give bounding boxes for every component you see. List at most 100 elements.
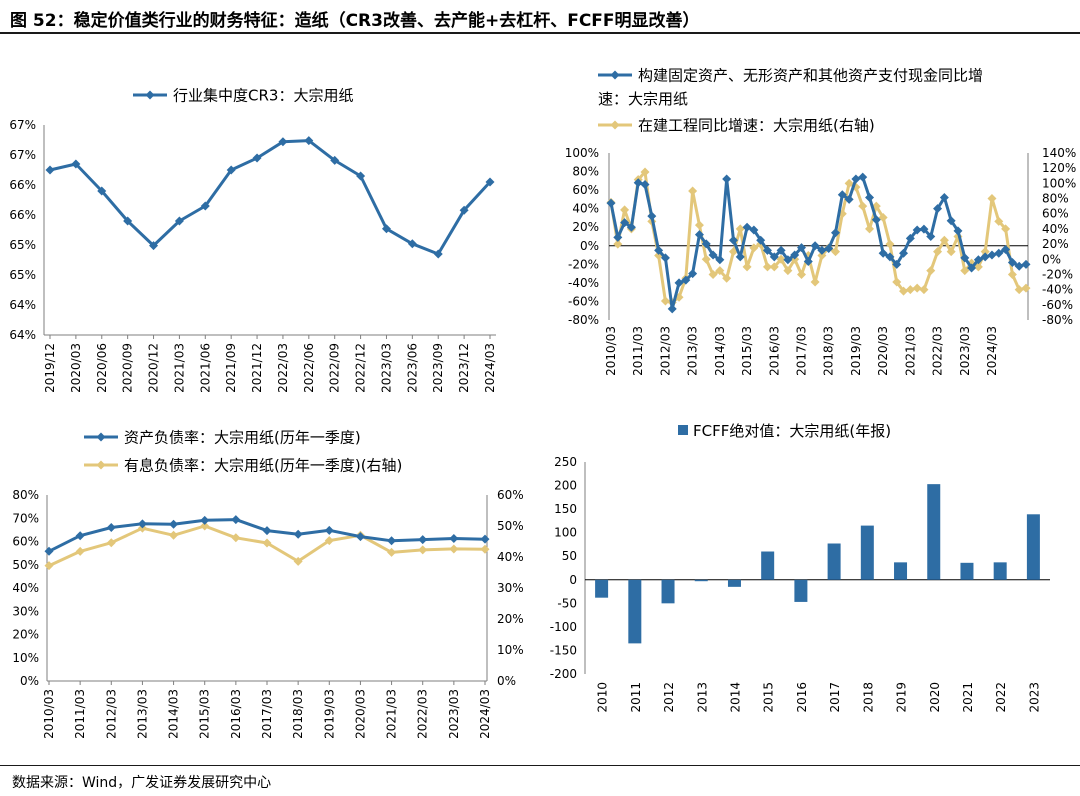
data-point-construction (817, 250, 827, 260)
y-left-tick-label: 80% (572, 165, 599, 179)
x-tick-label: 2019/03 (849, 326, 863, 376)
y-left-tick-label: 20% (572, 220, 599, 234)
data-point-capex (824, 244, 834, 254)
y-tick-label: 67% (9, 118, 36, 132)
y-tick-label: 250 (554, 455, 577, 469)
data-point-capex (865, 193, 875, 203)
x-tick-label: 2023/03 (958, 326, 972, 376)
x-tick-label: 2022/12 (354, 343, 368, 393)
data-point-capex (694, 230, 704, 240)
data-point-capex (960, 253, 970, 263)
bottom-rule (0, 765, 1080, 766)
data-point-interest-debt (44, 561, 54, 571)
legend-interest-debt-marker (96, 460, 106, 470)
x-tick-label: 2015/03 (740, 326, 754, 376)
y-tick-label: -50 (557, 596, 577, 610)
x-tick-label: 2023/12 (457, 343, 471, 393)
x-tick-label: 2023/03 (447, 689, 461, 739)
x-tick-label: 2014/03 (167, 689, 181, 739)
y-left-tick-label: -40% (568, 276, 599, 290)
data-point-capex (606, 198, 616, 208)
data-point-asset-liability (418, 535, 428, 545)
data-point-capex (701, 239, 711, 249)
data-point-capex (681, 275, 691, 285)
data-point-capex (756, 235, 766, 245)
legend-cr3-label: 行业集中度CR3：大宗用纸 (173, 87, 353, 105)
x-tick-label: 2021 (961, 682, 975, 713)
data-point-construction (722, 273, 732, 283)
bar (894, 562, 908, 580)
data-point-capex (899, 248, 909, 258)
data-point-cr3 (304, 136, 314, 146)
data-point-construction (858, 201, 868, 211)
data-point-construction (933, 247, 943, 257)
data-point-interest-debt (231, 533, 241, 543)
bar (927, 484, 941, 580)
data-point-interest-debt (262, 538, 272, 548)
data-point-capex (946, 216, 956, 226)
y-tick-label: 65% (9, 268, 36, 282)
bar (1026, 514, 1040, 580)
data-point-cr3 (356, 171, 366, 181)
data-point-construction (885, 239, 895, 249)
data-point-capex (837, 190, 847, 200)
x-tick-label: 2017 (828, 682, 842, 713)
bar (694, 579, 708, 582)
y-right-tick-label: 40% (497, 550, 524, 564)
data-point-asset-liability (231, 515, 241, 525)
legend-cr3-marker (145, 90, 155, 100)
data-point-asset-liability (137, 519, 147, 529)
x-tick-label: 2011/03 (73, 689, 87, 739)
data-point-capex (919, 224, 929, 234)
y-left-tick-label: -60% (568, 294, 599, 308)
data-point-interest-debt (387, 547, 397, 557)
x-tick-label: 2022/03 (416, 689, 430, 739)
data-point-asset-liability (200, 515, 210, 525)
data-point-construction (1007, 269, 1017, 279)
legend-construction-marker (610, 120, 620, 130)
data-point-construction (865, 224, 875, 234)
x-tick-label: 2018 (861, 682, 875, 713)
bar (628, 579, 642, 644)
data-point-construction (660, 296, 670, 306)
chart-debt-ratio: 0% 10% 20% 30% 40% 50% 60% 70% 80% 0% 10% 20% 30% 40%… (12, 429, 523, 739)
data-point-capex (769, 252, 779, 262)
x-tick-label: 2015 (762, 682, 776, 713)
x-tick-label: 2021/03 (385, 689, 399, 739)
y-right-tick-label: -80% (1042, 313, 1073, 327)
data-point-construction (919, 285, 929, 295)
y-left-tick-label: 50% (12, 558, 39, 572)
data-point-capex (858, 172, 868, 182)
data-point-capex (1014, 261, 1024, 271)
y-tick-label: 100 (554, 526, 577, 540)
y-right-tick-label: 20% (497, 612, 524, 626)
data-point-cr3 (433, 249, 443, 259)
x-tick-label: 2021/03 (903, 326, 917, 376)
data-point-construction (960, 266, 970, 276)
data-point-construction (831, 247, 841, 257)
y-tick-label: 150 (554, 502, 577, 516)
y-right-tick-label: 60% (1042, 207, 1069, 221)
y-right-tick-label: 40% (1042, 222, 1069, 236)
y-left-tick-label: 20% (12, 628, 39, 642)
data-point-construction (905, 285, 915, 295)
bar (960, 562, 974, 580)
data-point-capex (926, 232, 936, 241)
y-tick-label: 0 (569, 573, 577, 587)
data-point-cr3 (407, 239, 417, 249)
x-tick-label: 2019 (895, 682, 909, 713)
data-point-capex (871, 215, 881, 225)
y-left-tick-label: 0% (20, 674, 39, 688)
source-note: 数据来源：Wind，广发证券发展研究中心 (12, 775, 272, 791)
data-point-cr3 (45, 165, 55, 175)
legend-capex-marker (610, 70, 620, 80)
x-tick-label: 2011 (629, 682, 643, 713)
x-tick-label: 2019/12 (43, 343, 57, 393)
bar (661, 579, 675, 604)
y-left-tick-label: 60% (12, 535, 39, 549)
page-title: 图 52：稳定价值类行业的财务特征：造纸（CR3改善、去产能+去杠杆、FCFF明… (10, 11, 700, 31)
data-point-asset-liability (387, 536, 397, 546)
chart-capex-growth: -80%-60%-40%-20%0%20%40%60%80%100%-80%-6… (565, 67, 1077, 376)
y-tick-label: -200 (550, 667, 577, 681)
data-point-cr3 (71, 159, 81, 169)
